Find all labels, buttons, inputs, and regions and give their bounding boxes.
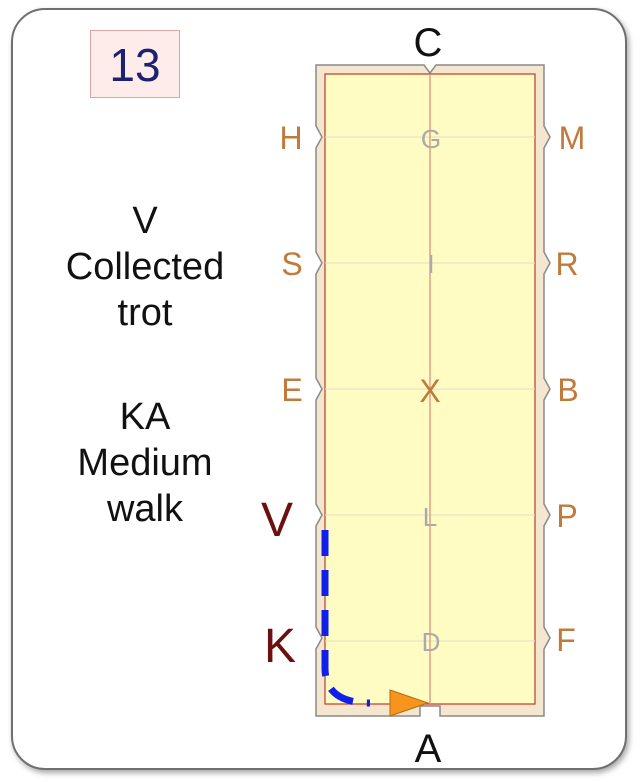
marker-E: E [281,372,302,408]
marker-K-highlight: K [264,620,296,673]
instruction-marker: KA [119,396,171,438]
instruction-line: Medium [77,442,213,484]
marker-L: L [423,502,437,532]
marker-V-highlight: V [261,494,293,547]
marker-F: F [556,622,576,658]
marker-A: A [415,727,442,771]
instruction-marker: V [132,200,158,242]
marker-B: B [557,372,578,408]
marker-M: M [559,120,586,156]
instruction-line: Collected [65,246,225,288]
marker-H: H [279,120,302,156]
instruction-line: trot [117,292,173,334]
movement-number-badge: 13 [90,30,180,98]
marker-C: C [414,21,443,65]
instruction-block-2: KA Medium walk [40,394,250,532]
marker-X: X [419,373,440,409]
marker-G: G [421,124,441,154]
direction-arrow [389,689,430,717]
instruction-block-1: V Collected trot [40,198,250,336]
marker-I: I [427,249,434,279]
instruction-line: walk [106,488,184,530]
marker-D: D [422,627,441,657]
route-path [321,530,371,707]
marker-R: R [555,246,578,282]
marker-P: P [556,498,577,534]
marker-S: S [281,246,302,282]
